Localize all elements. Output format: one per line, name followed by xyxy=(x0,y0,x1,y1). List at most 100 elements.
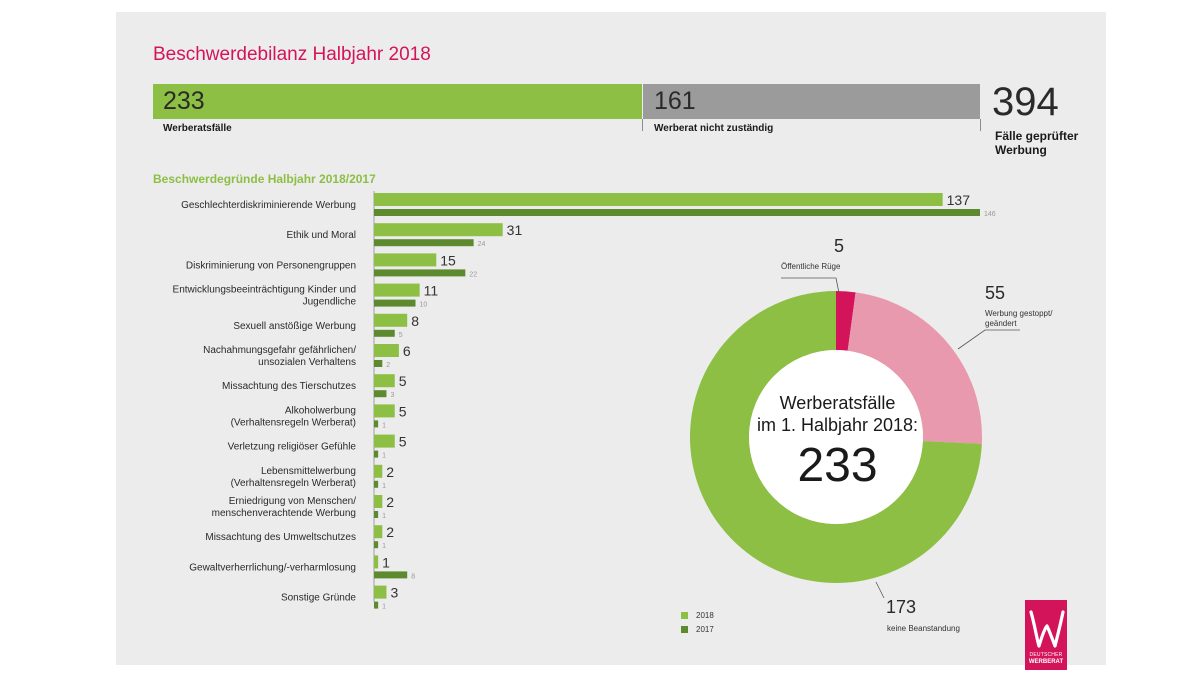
page-title: Beschwerdebilanz Halbjahr 2018 xyxy=(153,44,431,65)
category-label: Erniedrigung von Menschen/ xyxy=(229,496,357,507)
segment-divider xyxy=(642,119,643,131)
werberat-label: Werberatsfälle xyxy=(163,123,232,134)
bar-2018 xyxy=(374,223,503,237)
bar-2017 xyxy=(374,390,387,398)
bar-2017 xyxy=(374,420,379,428)
leader-line-gestoppt xyxy=(957,329,1020,350)
category-label: Missachtung des Tierschutzes xyxy=(222,381,356,392)
bar-2018 xyxy=(374,404,395,418)
value-label-2018: 5 xyxy=(399,373,407,389)
bar-2017 xyxy=(374,329,395,337)
ruege-value: 5 xyxy=(834,236,845,256)
value-label-2018: 2 xyxy=(386,494,394,510)
value-label-2018: 31 xyxy=(507,222,523,238)
value-label-2017: 1 xyxy=(382,422,386,429)
ruege-label: Öffentliche Rüge xyxy=(781,262,841,271)
value-label-2018: 2 xyxy=(386,464,394,480)
donut-center-line1: Werberatsfälle xyxy=(779,393,896,413)
value-label-2018: 5 xyxy=(399,434,407,450)
gestoppt-label-line2: geändert xyxy=(985,319,1017,328)
category-label: Alkoholwerbung xyxy=(285,405,356,416)
value-label-2017: 1 xyxy=(382,543,386,550)
category-label: Gewaltverherrlichung/-verharmlosung xyxy=(189,562,356,573)
werberat-logo: DEUTSCHER WERBERAT xyxy=(1025,600,1067,670)
donut-slice xyxy=(836,291,856,351)
nicht-zustaendig-segment xyxy=(643,84,980,119)
gestoppt-value: 55 xyxy=(985,283,1006,303)
value-label-2018: 6 xyxy=(403,343,411,359)
bar-2018 xyxy=(374,434,395,448)
bar-2017 xyxy=(374,480,379,488)
bar-2018 xyxy=(374,283,420,297)
donut-hole xyxy=(749,350,923,524)
total-count: 394 xyxy=(992,80,1059,124)
donut-center-line2: im 1. Halbjahr 2018: xyxy=(756,415,919,435)
bar-2017 xyxy=(374,511,379,518)
bar-2017 xyxy=(374,209,980,216)
value-label-2017: 24 xyxy=(478,241,486,248)
category-label: menschenverachtende Werbung xyxy=(212,508,356,519)
donut-slice xyxy=(689,291,982,583)
donut-slice xyxy=(847,292,982,444)
bar-2017 xyxy=(374,601,379,609)
category-label: unsozialen Verhaltens xyxy=(258,357,356,368)
bar-2018 xyxy=(374,253,437,267)
bar-2017 xyxy=(374,269,466,277)
value-label-2018: 11 xyxy=(424,283,439,299)
gestoppt-label: Werbung gestoppt/ geändert xyxy=(985,309,1085,329)
bar-2017 xyxy=(374,541,379,549)
donut-center-value: 233 xyxy=(797,439,878,492)
value-label-2018: 2 xyxy=(386,524,394,540)
value-label-2017: 10 xyxy=(420,302,428,309)
category-label: (Verhaltensregeln Werberat) xyxy=(231,478,356,489)
bar-2017 xyxy=(374,571,408,579)
category-label: Sonstige Gründe xyxy=(281,593,356,604)
value-label-2018: 3 xyxy=(390,585,398,601)
bar-2018 xyxy=(374,525,383,539)
bar-2017 xyxy=(374,239,474,247)
legend-item-2017: 2017 xyxy=(681,625,714,634)
value-label-2017: 1 xyxy=(382,453,386,460)
logo-line1: DEUTSCHER xyxy=(1029,652,1063,658)
value-label-2018: 5 xyxy=(399,403,407,419)
value-label-2017: 8 xyxy=(411,573,415,580)
legend-swatch-2017 xyxy=(681,626,688,634)
bar-2017 xyxy=(374,299,416,307)
bar-2017 xyxy=(374,360,383,367)
bar-2017 xyxy=(374,450,379,458)
keine-value: 173 xyxy=(886,597,917,617)
nicht-zustaendig-label: Werberat nicht zuständig xyxy=(654,123,774,134)
bar-2018 xyxy=(374,193,943,206)
legend-label-2018: 2018 xyxy=(696,611,714,620)
category-label: Diskriminierung von Personengruppen xyxy=(186,260,356,271)
legend-swatch-2018 xyxy=(681,612,688,620)
gestoppt-label-line1: Werbung gestoppt/ xyxy=(985,309,1053,318)
bar-2018 xyxy=(374,495,383,508)
value-label-2017: 3 xyxy=(390,392,394,399)
bar-2018 xyxy=(374,555,379,569)
bar-2018 xyxy=(374,344,399,357)
legend-item-2018: 2018 xyxy=(681,611,714,620)
nicht-zustaendig-count: 161 xyxy=(654,87,696,115)
category-label: Entwicklungsbeeinträchtigung Kinder und xyxy=(173,285,356,296)
bar-chart-title: Beschwerdegründe Halbjahr 2018/2017 xyxy=(153,172,376,186)
value-label-2018: 8 xyxy=(411,313,419,329)
category-label: Lebensmittelwerbung xyxy=(261,466,356,477)
category-label: Jugendliche xyxy=(303,297,357,308)
werberat-count: 233 xyxy=(163,87,205,115)
category-label: Missachtung des Umweltschutzes xyxy=(205,532,356,543)
donut-center: Werberatsfälle im 1. Halbjahr 2018: 233 xyxy=(740,392,935,493)
total-label: Fälle geprüfter Werbung xyxy=(995,129,1079,157)
bar-2018 xyxy=(374,464,383,478)
bar-2018 xyxy=(374,313,408,327)
value-label-2017: 1 xyxy=(382,604,386,611)
legend-label-2017: 2017 xyxy=(696,625,714,634)
leader-line-ruege xyxy=(781,277,840,294)
leader-line-keine xyxy=(875,581,885,599)
category-label: Geschlechterdiskriminierende Werbung xyxy=(181,200,356,211)
category-label: Sexuell anstößige Werbung xyxy=(233,321,356,332)
value-label-2017: 5 xyxy=(399,332,403,339)
value-label-2018: 1 xyxy=(382,554,390,570)
werberat-segment xyxy=(153,84,642,119)
